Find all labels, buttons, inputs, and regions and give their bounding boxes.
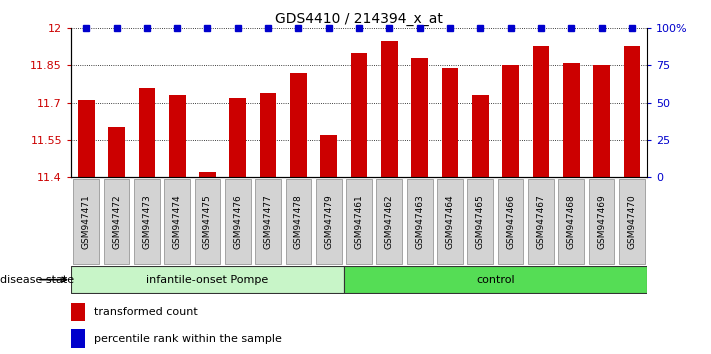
Text: GSM947463: GSM947463 [415, 194, 424, 249]
Title: GDS4410 / 214394_x_at: GDS4410 / 214394_x_at [275, 12, 443, 26]
Bar [139, 88, 155, 177]
Bar [71, 303, 85, 321]
Text: GSM947461: GSM947461 [355, 194, 363, 249]
Bar [71, 329, 85, 348]
Bar [351, 53, 368, 177]
FancyBboxPatch shape [437, 179, 463, 264]
Bar [108, 127, 125, 177]
FancyBboxPatch shape [195, 179, 220, 264]
Text: GSM947466: GSM947466 [506, 194, 515, 249]
Text: GSM947479: GSM947479 [324, 194, 333, 249]
FancyBboxPatch shape [73, 179, 99, 264]
FancyBboxPatch shape [255, 179, 281, 264]
Text: GSM947464: GSM947464 [446, 194, 454, 249]
Bar [563, 63, 579, 177]
FancyBboxPatch shape [619, 179, 645, 264]
Text: control: control [476, 275, 515, 285]
Text: infantile-onset Pompe: infantile-onset Pompe [146, 275, 269, 285]
Text: GSM947467: GSM947467 [536, 194, 545, 249]
Text: disease state: disease state [0, 275, 74, 285]
Bar [624, 46, 640, 177]
Bar [290, 73, 306, 177]
FancyBboxPatch shape [346, 179, 372, 264]
FancyBboxPatch shape [134, 179, 160, 264]
FancyBboxPatch shape [286, 179, 311, 264]
Bar [502, 65, 519, 177]
FancyBboxPatch shape [71, 266, 344, 293]
Text: GSM947478: GSM947478 [294, 194, 303, 249]
Bar [412, 58, 428, 177]
FancyBboxPatch shape [377, 179, 402, 264]
Bar [169, 95, 186, 177]
Text: GSM947465: GSM947465 [476, 194, 485, 249]
Text: GSM947470: GSM947470 [627, 194, 636, 249]
Text: GSM947471: GSM947471 [82, 194, 91, 249]
Bar [230, 98, 246, 177]
Text: GSM947472: GSM947472 [112, 194, 121, 249]
FancyBboxPatch shape [589, 179, 614, 264]
FancyBboxPatch shape [164, 179, 190, 264]
FancyBboxPatch shape [225, 179, 251, 264]
Text: GSM947469: GSM947469 [597, 194, 606, 249]
FancyBboxPatch shape [407, 179, 432, 264]
Bar [199, 172, 216, 177]
Bar [442, 68, 459, 177]
Bar [472, 95, 488, 177]
Bar [381, 41, 397, 177]
Bar [78, 100, 95, 177]
FancyBboxPatch shape [528, 179, 554, 264]
Text: transformed count: transformed count [94, 307, 198, 317]
Bar [260, 93, 277, 177]
FancyBboxPatch shape [104, 179, 129, 264]
Text: GSM947477: GSM947477 [264, 194, 272, 249]
Text: GSM947474: GSM947474 [173, 194, 182, 249]
FancyBboxPatch shape [467, 179, 493, 264]
Bar [593, 65, 610, 177]
Text: GSM947462: GSM947462 [385, 194, 394, 249]
Text: GSM947476: GSM947476 [233, 194, 242, 249]
FancyBboxPatch shape [344, 266, 647, 293]
Text: GSM947475: GSM947475 [203, 194, 212, 249]
Bar [321, 135, 337, 177]
FancyBboxPatch shape [558, 179, 584, 264]
Text: percentile rank within the sample: percentile rank within the sample [94, 334, 282, 344]
Bar [533, 46, 550, 177]
Text: GSM947473: GSM947473 [142, 194, 151, 249]
Text: GSM947468: GSM947468 [567, 194, 576, 249]
FancyBboxPatch shape [316, 179, 341, 264]
FancyBboxPatch shape [498, 179, 523, 264]
